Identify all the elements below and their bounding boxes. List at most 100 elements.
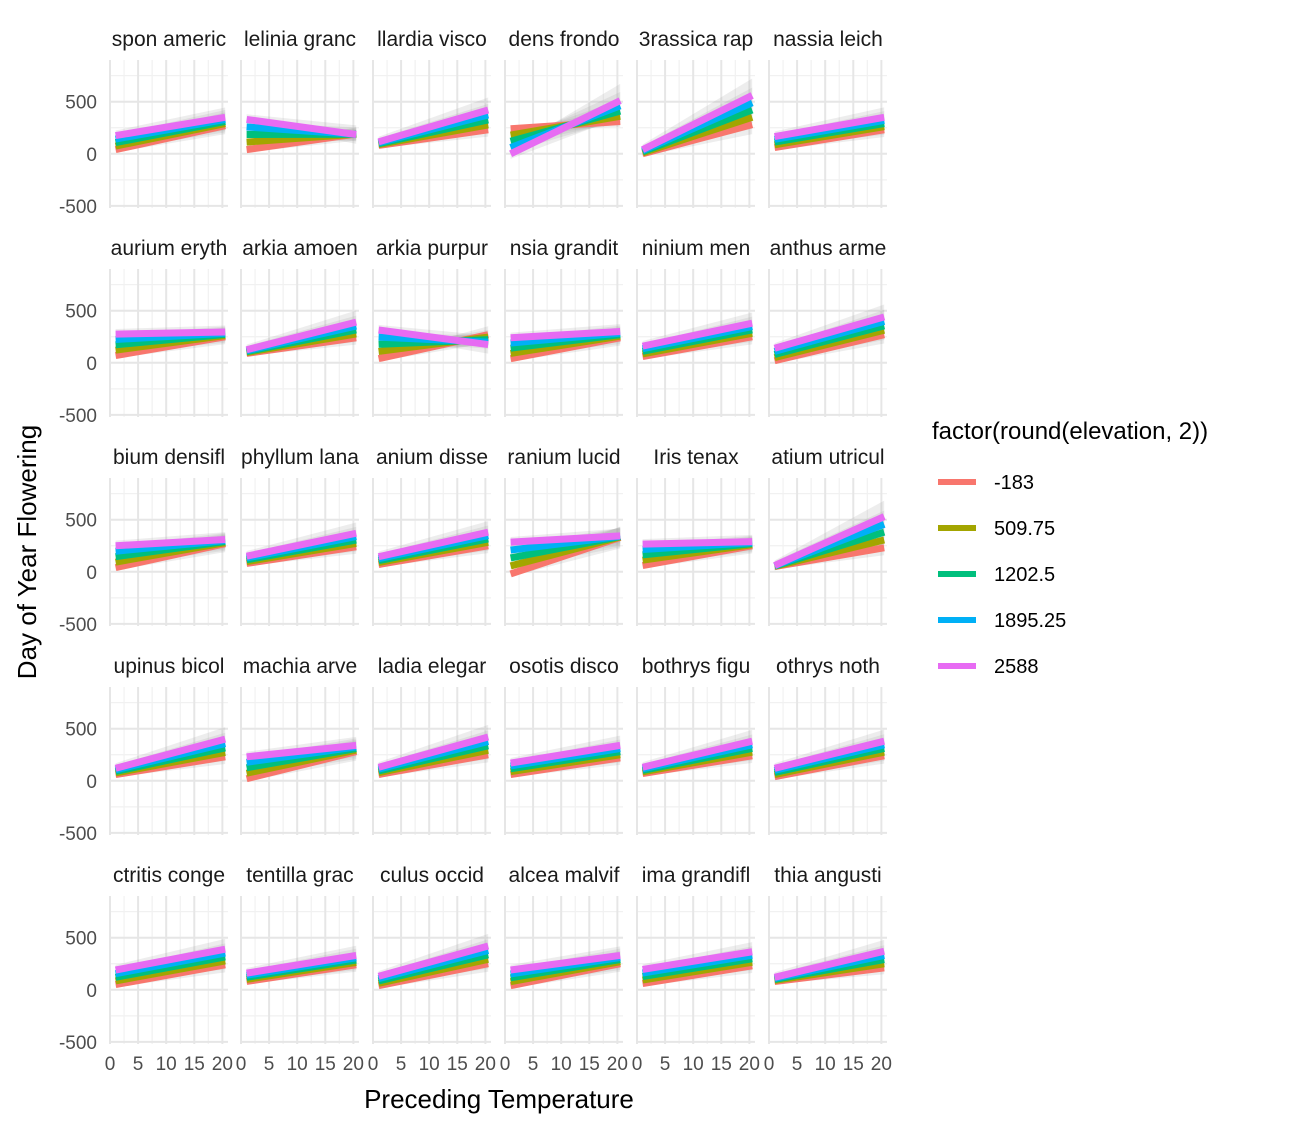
facet-strip-label: ima grandifl: [642, 864, 751, 887]
series-line: [773, 947, 886, 981]
series-line: [510, 741, 621, 767]
x-tick-label: 0: [500, 1054, 511, 1075]
series-line: [377, 733, 490, 771]
facet-panel: culus occid: [372, 864, 491, 1044]
facet-panel: ctritis conge: [109, 864, 228, 1044]
series-line: [642, 538, 753, 548]
x-tick-label: 20: [871, 1054, 892, 1075]
facet-panel: nassia leich: [768, 28, 887, 208]
series-line: [642, 948, 753, 973]
series-line: [377, 942, 490, 980]
series-line: [115, 113, 226, 140]
facet-strip-label: anium disse: [376, 446, 488, 469]
facet-panel: anium disse: [372, 446, 491, 626]
legend-label: 2588: [994, 656, 1039, 678]
facet-strip-label: llardia visco: [377, 28, 487, 51]
facet-strip-label: 3rassica rap: [639, 28, 753, 51]
y-tick-label: 500: [65, 93, 97, 114]
x-tick-label: 5: [264, 1054, 275, 1075]
facet-strip-label: alcea malvif: [509, 864, 620, 887]
series-line: [773, 737, 886, 772]
y-tick-label: 500: [65, 511, 97, 532]
facet-panel: atium utricul: [768, 446, 887, 626]
x-tick-label: 0: [368, 1054, 379, 1075]
facet-strip-label: phyllum lana: [241, 446, 359, 469]
series-line: [245, 318, 358, 354]
legend: factor(round(elevation, 2)) -183 509.75 12…: [932, 418, 1208, 678]
x-axis-title: Preceding Temperature: [364, 1084, 634, 1114]
facet-panel: anthus arme: [768, 237, 887, 417]
legend-label: 1202.5: [994, 564, 1055, 586]
series-line: [246, 741, 357, 761]
x-tick-label: 5: [528, 1054, 539, 1075]
facet-panel: bothrys figu: [636, 655, 755, 835]
x-tick-label: 10: [419, 1054, 440, 1075]
x-tick-label: 5: [660, 1054, 671, 1075]
series-line: [377, 106, 490, 146]
facet-strip-label: anthus arme: [770, 237, 887, 260]
x-tick-label: 5: [396, 1054, 407, 1075]
facet-panel: 3rassica rap: [636, 28, 755, 208]
facet-panel: phyllum lana: [240, 446, 359, 626]
facet-panel: tentilla grac: [240, 864, 359, 1044]
facet-strip-label: ninium men: [642, 237, 751, 260]
x-tick-label: 10: [156, 1054, 177, 1075]
x-tick-label: 0: [764, 1054, 775, 1075]
x-tick-label: 20: [212, 1054, 233, 1075]
x-tick-label: 15: [843, 1054, 864, 1075]
series-line: [641, 319, 753, 350]
facet-strip-label: bium densifl: [113, 446, 225, 469]
x-tick-label: 20: [475, 1054, 496, 1075]
y-tick-label: -500: [59, 406, 97, 427]
series-line: [115, 328, 226, 338]
facet-strip-label: nsia grandit: [510, 237, 619, 260]
x-tick-label: 15: [447, 1054, 468, 1075]
x-tick-label: 10: [551, 1054, 572, 1075]
x-tick-label: 15: [184, 1054, 205, 1075]
facet-panel: ninium men: [636, 237, 755, 417]
series-line: [377, 528, 489, 561]
x-tick-label: 5: [792, 1054, 803, 1075]
facet-strip-label: nassia leich: [773, 28, 883, 51]
facet-strip-label: arkia amoen: [242, 237, 358, 260]
series-line: [641, 737, 754, 771]
series-line: [773, 513, 886, 569]
series-line: [774, 113, 885, 141]
y-tick-label: 0: [86, 563, 97, 584]
series-line: [114, 957, 226, 985]
series-line: [114, 961, 226, 989]
facet-strip-label: arkia purpur: [376, 237, 488, 260]
facet-strip-label: lelinia granc: [244, 28, 356, 51]
legend-label: 509.75: [994, 518, 1055, 540]
y-tick-label: 500: [65, 720, 97, 741]
facet-strip-label: othrys noth: [776, 655, 880, 678]
facet-panel: Iris tenax: [636, 446, 755, 626]
x-tick-label: 15: [579, 1054, 600, 1075]
y-tick-label: 0: [86, 772, 97, 793]
x-tick-label: 10: [683, 1054, 704, 1075]
x-tick-label: 10: [287, 1054, 308, 1075]
facet-strip-label: ctritis conge: [113, 864, 225, 887]
facet-panel: nsia grandit: [504, 237, 623, 417]
facet-panel: aurium eryth: [109, 237, 228, 417]
y-tick-label: 0: [86, 145, 97, 166]
x-tick-label: 0: [105, 1054, 116, 1075]
facet-panel: lelinia granc: [240, 28, 359, 208]
facet-strip-label: upinus bicol: [114, 655, 225, 678]
y-tick-label: -500: [59, 197, 97, 218]
legend-label: -183: [994, 472, 1034, 494]
y-tick-label: -500: [59, 1033, 97, 1054]
y-tick-label: 500: [65, 929, 97, 950]
facet-strip-label: Iris tenax: [653, 446, 739, 469]
series-line: [246, 951, 357, 977]
series-line: [509, 97, 622, 157]
facet-panel: llardia visco: [372, 28, 491, 208]
series-line: [510, 328, 621, 342]
legend-title: factor(round(elevation, 2)): [932, 418, 1208, 445]
series-line: [245, 529, 357, 560]
y-axis-title: Day of Year Flowering: [12, 425, 42, 679]
y-tick-label: 0: [86, 354, 97, 375]
x-tick-labels: 0 5 10 15 20 0 5 10 15 20 0 5 10 15 20 0 5 10 15 20 0 5 10 15 20…: [105, 1054, 892, 1075]
facet-panel: ima grandifl: [636, 864, 755, 1044]
